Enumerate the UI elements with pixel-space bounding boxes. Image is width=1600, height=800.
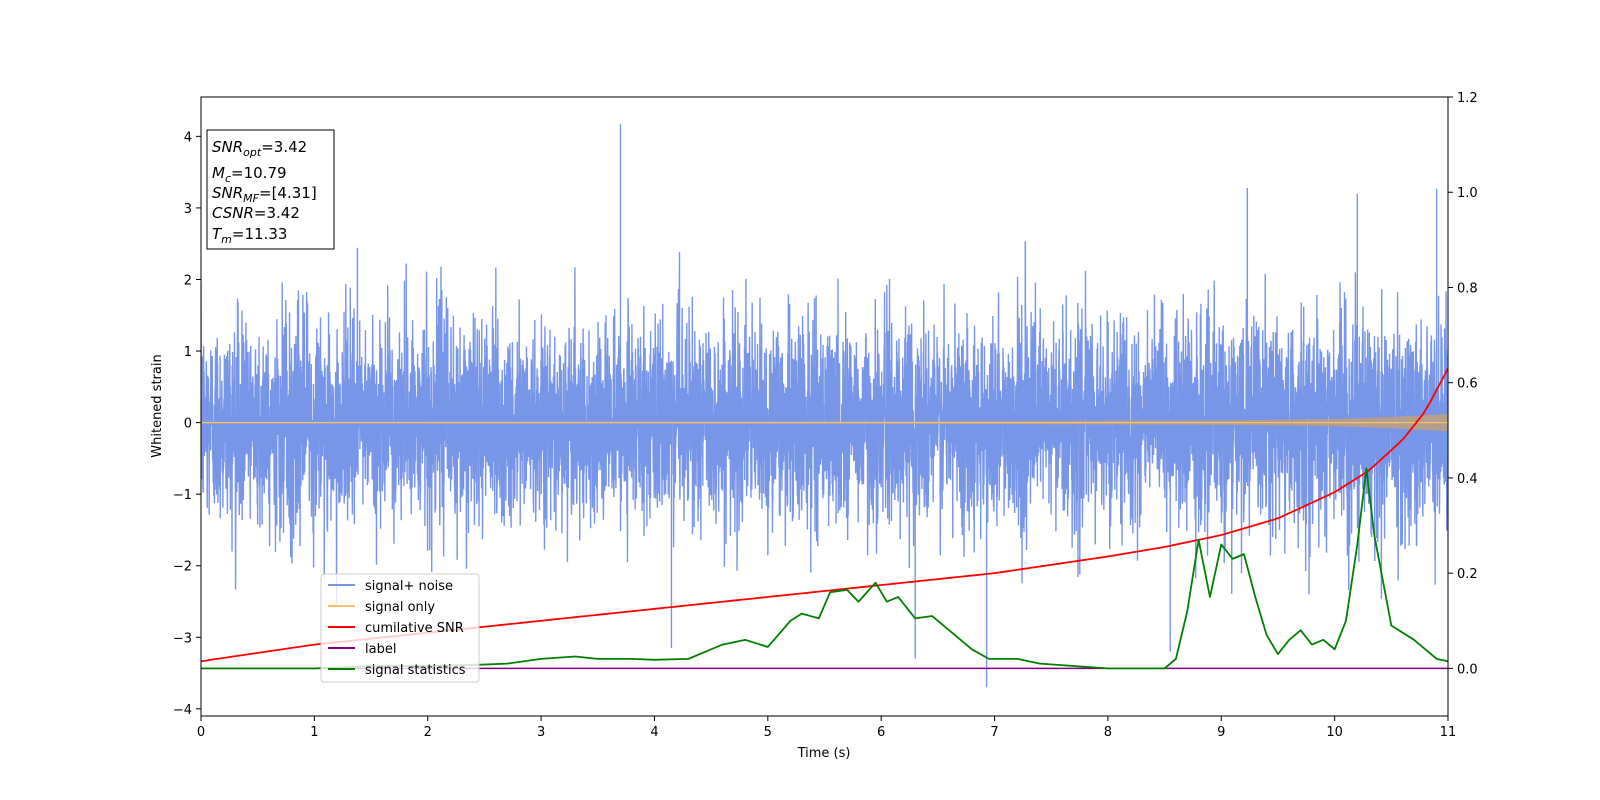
y-left-axis-ticks: −4 −3 −2 −1 0 1 2 3 4	[173, 130, 201, 718]
y-right-tick-label: 1.2	[1457, 91, 1478, 106]
plot-frame	[200, 96, 1449, 717]
x-tick-label: 10	[1326, 725, 1343, 740]
y-left-tick-label: −4	[173, 703, 192, 718]
legend-label-cumulative-snr: cumilative SNR	[365, 621, 464, 636]
info-mc: Mc=10.79	[212, 164, 287, 185]
y-left-tick-label: −1	[173, 488, 192, 503]
info-snr-opt: SNRopt=3.42	[212, 138, 307, 159]
legend: signal+ noise signal only cumilative SNR…	[320, 573, 480, 683]
x-tick-label: 3	[537, 725, 545, 740]
x-tick-label: 8	[1104, 725, 1112, 740]
x-tick-label: 9	[1217, 725, 1225, 740]
y-right-tick-label: 0.6	[1457, 377, 1478, 392]
legend-label-label: label	[365, 642, 396, 657]
x-tick-label: 1	[310, 725, 318, 740]
x-axis-ticks: 0 1 2 3 4 5 6 7 8 9 10 11	[197, 716, 1456, 740]
y-right-axis-ticks: 0.0 0.2 0.4 0.6 0.8 1.0 1.2	[1448, 91, 1478, 677]
series-signal-statistics	[201, 467, 1448, 670]
y-right-tick-label: 0.8	[1457, 281, 1478, 296]
legend-label-signal-statistics: signal statistics	[365, 663, 466, 678]
info-box-frame	[206, 129, 335, 250]
x-tick-label: 11	[1440, 725, 1457, 740]
y-left-tick-label: −3	[173, 631, 192, 646]
y-left-tick-label: 3	[184, 202, 192, 217]
y-right-tick-label: 1.0	[1457, 186, 1478, 201]
info-tm: Tm=11.33	[212, 225, 287, 246]
y-left-tick-label: 4	[184, 130, 192, 145]
x-tick-label: 7	[990, 725, 998, 740]
y-left-tick-label: −2	[173, 560, 192, 575]
y-left-tick-label: 1	[184, 345, 192, 360]
y-right-tick-label: 0.4	[1457, 472, 1478, 487]
x-tick-label: 0	[197, 725, 205, 740]
y-right-tick-label: 0.2	[1457, 567, 1478, 582]
y-left-tick-label: 2	[184, 273, 192, 288]
y-right-tick-label: 0.0	[1457, 662, 1478, 677]
info-box: SNRopt=3.42 Mc=10.79 SNRMF=[4.31] CSNR=3…	[206, 129, 335, 250]
x-tick-label: 6	[877, 725, 885, 740]
x-tick-label: 4	[650, 725, 658, 740]
legend-label-signal-only: signal only	[365, 600, 435, 615]
info-snr-mf: SNRMF=[4.31]	[212, 184, 317, 205]
x-axis-label: Time (s)	[797, 746, 851, 761]
info-csnr: CSNR=3.42	[212, 204, 300, 222]
data-layer	[201, 124, 1448, 688]
y-left-tick-label: 0	[184, 417, 192, 432]
y-axis-label: Whitened strain	[150, 354, 165, 457]
x-tick-label: 2	[424, 725, 432, 740]
series-signal-noise	[201, 124, 1448, 688]
x-tick-label: 5	[764, 725, 772, 740]
legend-frame	[320, 573, 480, 683]
legend-label-signal-noise: signal+ noise	[365, 579, 453, 594]
